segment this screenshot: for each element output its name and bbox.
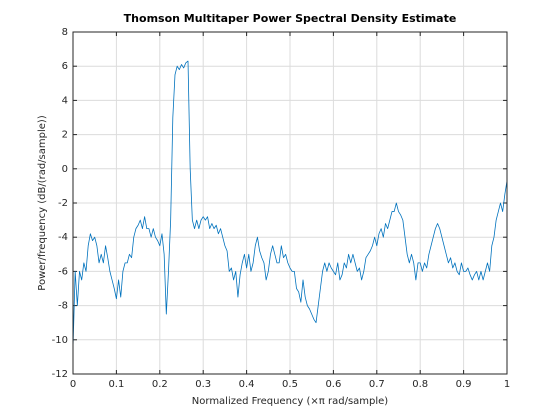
- x-tick-label: 0.7: [369, 379, 385, 390]
- x-tick-label: 0.6: [325, 379, 341, 390]
- y-tick-label: 8: [62, 27, 68, 38]
- y-axis-label: Power/frequency (dB/(rad/sample)): [37, 115, 48, 291]
- psd-line: [72, 60, 508, 349]
- axes-box: [72, 31, 508, 375]
- y-tick-label: -6: [58, 266, 68, 277]
- y-tick-label: -4: [58, 232, 68, 243]
- y-tick-label: -2: [58, 198, 68, 209]
- x-tick-label: 0.8: [412, 379, 428, 390]
- x-tick-label: 0.5: [282, 379, 298, 390]
- x-tick-label: 0: [70, 379, 76, 390]
- plot: [72, 60, 508, 349]
- y-tick-label: 2: [62, 130, 68, 141]
- y-tick-label: 0: [62, 164, 68, 175]
- y-tick-label: 4: [62, 95, 68, 106]
- x-tick-label: 0.1: [108, 379, 124, 390]
- y-tick-label: -10: [52, 335, 68, 346]
- y-tick-label: -12: [52, 369, 68, 380]
- x-tick-label: 0.2: [152, 379, 168, 390]
- x-tick-label: 1: [504, 379, 510, 390]
- x-tick-label: 0.3: [195, 379, 211, 390]
- y-tick-label: 6: [62, 61, 68, 72]
- chart-title: Thomson Multitaper Power Spectral Densit…: [124, 12, 457, 25]
- x-axis-label: Normalized Frequency (×π rad/sample): [192, 396, 389, 407]
- y-tick-label: -8: [58, 301, 68, 312]
- x-tick-label: 0.9: [456, 379, 472, 390]
- x-tick-label: 0.4: [239, 379, 255, 390]
